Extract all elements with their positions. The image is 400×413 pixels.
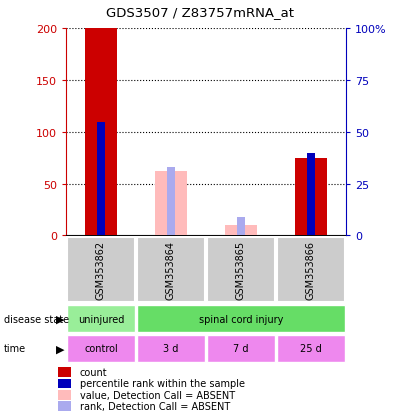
Text: GSM353862: GSM353862 xyxy=(96,240,106,299)
Bar xyxy=(58,379,71,388)
Text: value, Detection Call = ABSENT: value, Detection Call = ABSENT xyxy=(80,390,235,400)
Bar xyxy=(67,237,135,303)
Text: GSM353866: GSM353866 xyxy=(306,240,316,299)
Text: ▶: ▶ xyxy=(56,344,64,354)
Text: rank, Detection Call = ABSENT: rank, Detection Call = ABSENT xyxy=(80,401,230,411)
Bar xyxy=(58,390,71,399)
Bar xyxy=(237,217,245,236)
Bar xyxy=(136,335,206,362)
Bar xyxy=(155,172,187,236)
Bar xyxy=(167,168,175,236)
Text: GSM353865: GSM353865 xyxy=(236,240,246,299)
Bar xyxy=(136,306,346,332)
Bar xyxy=(138,237,205,303)
Text: count: count xyxy=(80,367,107,377)
Bar xyxy=(206,335,276,362)
Text: control: control xyxy=(84,344,118,354)
Text: time: time xyxy=(4,344,26,354)
Bar xyxy=(276,335,346,362)
Text: spinal cord injury: spinal cord injury xyxy=(199,314,283,324)
Text: percentile rank within the sample: percentile rank within the sample xyxy=(80,378,245,388)
Bar xyxy=(58,401,71,411)
Text: uninjured: uninjured xyxy=(78,314,124,324)
Bar xyxy=(97,122,105,236)
Bar xyxy=(208,237,275,303)
Text: ▶: ▶ xyxy=(56,314,64,324)
Text: GSM353864: GSM353864 xyxy=(166,240,176,299)
Text: 3 d: 3 d xyxy=(163,344,179,354)
Bar xyxy=(85,29,117,236)
Bar xyxy=(66,335,136,362)
Bar xyxy=(295,158,327,236)
Bar xyxy=(278,237,344,303)
Bar xyxy=(58,367,71,377)
Text: 25 d: 25 d xyxy=(300,344,322,354)
Text: 7 d: 7 d xyxy=(233,344,249,354)
Bar xyxy=(307,153,315,236)
Text: disease state: disease state xyxy=(4,314,69,324)
Text: GDS3507 / Z83757mRNA_at: GDS3507 / Z83757mRNA_at xyxy=(106,6,294,19)
Bar xyxy=(66,306,136,332)
Bar xyxy=(225,225,257,236)
